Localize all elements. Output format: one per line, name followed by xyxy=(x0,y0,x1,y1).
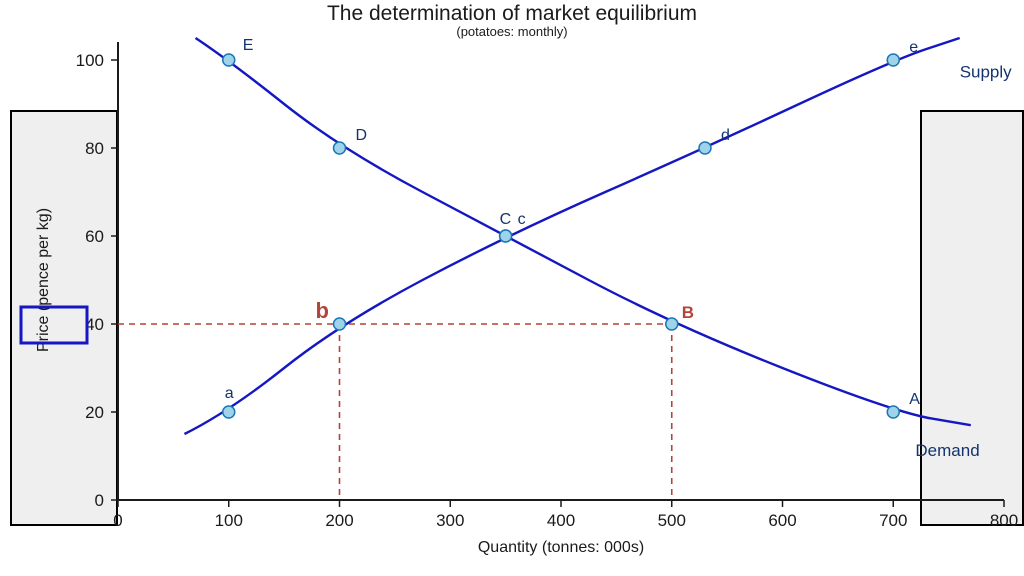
highlight-label-B: B xyxy=(682,303,694,322)
supply-curve xyxy=(184,38,959,434)
x-axis-label: Quantity (tonnes: 000s) xyxy=(478,539,644,556)
x-tick-label: 0 xyxy=(113,511,122,530)
demand-marker xyxy=(887,406,899,418)
demand-marker xyxy=(334,142,346,154)
supply-point-label: d xyxy=(721,127,730,144)
supply-marker xyxy=(887,54,899,66)
x-tick-label: 800 xyxy=(990,511,1018,530)
supply-marker xyxy=(334,318,346,330)
demand-point-label: E xyxy=(243,37,254,54)
demand-point-label: D xyxy=(356,127,368,144)
y-tick-label: 60 xyxy=(85,227,104,246)
supply-point-label: a xyxy=(225,385,234,402)
highlight-label-b: b xyxy=(316,298,329,323)
price-highlight-box xyxy=(21,307,87,343)
y-tick-label: 20 xyxy=(85,403,104,422)
demand-curve xyxy=(196,38,971,425)
supply-label: Supply xyxy=(960,63,1012,82)
x-tick-label: 700 xyxy=(879,511,907,530)
x-tick-label: 300 xyxy=(436,511,464,530)
chart-svg: 0100200300400500600700800020406080100Qua… xyxy=(0,0,1024,576)
demand-point-label: A xyxy=(909,391,920,408)
x-tick-label: 500 xyxy=(658,511,686,530)
y-tick-label: 100 xyxy=(76,51,104,70)
x-tick-label: 100 xyxy=(215,511,243,530)
supply-marker xyxy=(223,406,235,418)
y-axis-label: Price (pence per kg) xyxy=(35,208,52,352)
supply-point-label: e xyxy=(909,39,918,56)
x-tick-label: 200 xyxy=(325,511,353,530)
demand-point-label: C xyxy=(500,211,512,228)
demand-label: Demand xyxy=(915,441,979,460)
demand-marker xyxy=(223,54,235,66)
supply-point-label: c xyxy=(518,211,526,228)
x-tick-label: 600 xyxy=(768,511,796,530)
x-tick-label: 400 xyxy=(547,511,575,530)
chart-area: 0100200300400500600700800020406080100Qua… xyxy=(0,0,1024,576)
demand-marker xyxy=(666,318,678,330)
y-tick-label: 0 xyxy=(95,491,104,510)
supply-marker xyxy=(500,230,512,242)
supply-marker xyxy=(699,142,711,154)
y-tick-label: 80 xyxy=(85,139,104,158)
